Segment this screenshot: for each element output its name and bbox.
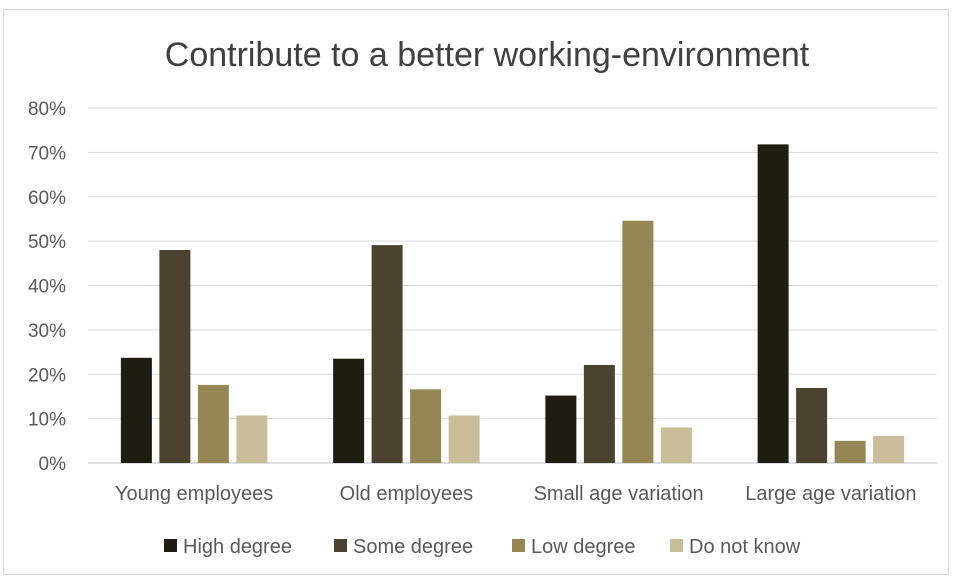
- bar: [410, 389, 442, 463]
- bar: [873, 435, 905, 463]
- y-axis-ticks: 0% 10% 20% 30% 40% 50% 60% 70% 80%: [28, 99, 66, 475]
- y-tick-label: 60%: [28, 188, 66, 209]
- legend-swatch: [334, 539, 347, 552]
- gridlines: [88, 107, 937, 464]
- bar: [545, 395, 577, 463]
- legend-swatch: [164, 539, 177, 552]
- y-tick-label: 70%: [28, 143, 66, 164]
- y-tick-label: 30%: [28, 321, 66, 342]
- legend-swatch: [512, 539, 525, 552]
- bar: [120, 357, 152, 463]
- y-tick-label: 50%: [28, 232, 66, 253]
- bar: [448, 415, 480, 463]
- legend-label: Low degree: [531, 536, 636, 558]
- y-tick-label: 80%: [28, 99, 66, 120]
- bar: [834, 440, 866, 463]
- bar: [159, 250, 191, 463]
- legend-label: Some degree: [353, 536, 473, 558]
- bar: [197, 384, 229, 463]
- bar: [622, 220, 654, 463]
- legend-label: High degree: [183, 536, 292, 558]
- legend-label: Do not know: [689, 536, 801, 558]
- bar: [333, 358, 365, 463]
- y-tick-label: 40%: [28, 277, 66, 298]
- x-category-label: Young employees: [115, 483, 273, 505]
- legend-swatch: [670, 539, 683, 552]
- legend: High degree Some degree Low degree Do not k…: [164, 536, 801, 558]
- bar: [371, 245, 403, 463]
- x-category-label: Large age variation: [745, 483, 916, 505]
- bar: [796, 388, 828, 463]
- x-axis-categories: Young employees Old employees Small age va…: [115, 483, 917, 505]
- y-tick-label: 0%: [39, 454, 67, 475]
- x-category-label: Small age variation: [534, 483, 704, 505]
- bar: [236, 415, 268, 463]
- bar: [660, 427, 692, 463]
- y-tick-label: 10%: [28, 410, 66, 431]
- x-category-label: Old employees: [340, 483, 473, 505]
- bars: [120, 144, 905, 463]
- bar: [757, 144, 789, 463]
- y-tick-label: 20%: [28, 365, 66, 386]
- chart-title: Contribute to a better working-environme…: [165, 36, 810, 74]
- bar: [583, 364, 615, 463]
